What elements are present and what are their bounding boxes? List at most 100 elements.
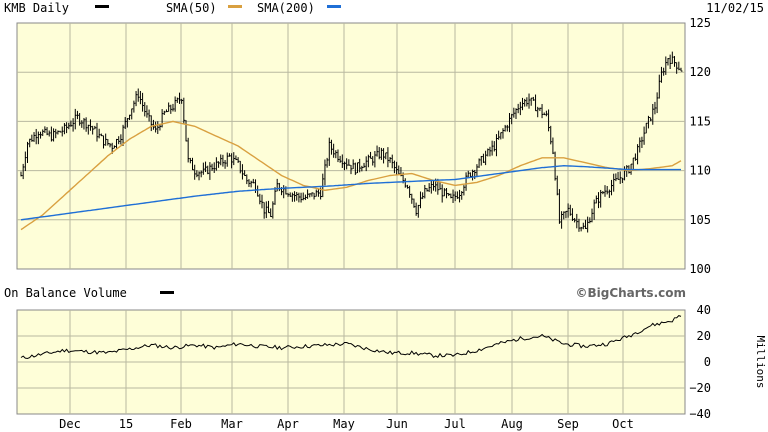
price-bar xyxy=(476,164,479,178)
price-bar xyxy=(87,124,90,135)
price-bar xyxy=(591,208,594,223)
obv-y-tick-label: 40 xyxy=(697,303,711,317)
price-bar xyxy=(291,192,294,202)
price-bar xyxy=(660,66,663,83)
price-bar xyxy=(626,165,629,177)
price-bar xyxy=(632,157,635,171)
price-bar xyxy=(346,158,349,170)
price-bar xyxy=(172,103,175,112)
chart-date: 11/02/15 xyxy=(706,1,764,15)
price-bar xyxy=(152,119,155,130)
price-bar xyxy=(148,109,151,122)
price-bar xyxy=(183,97,186,124)
price-bar xyxy=(608,189,611,198)
price-bar xyxy=(109,143,112,148)
price-bar xyxy=(341,154,344,168)
price-bar xyxy=(500,132,503,140)
price-bar xyxy=(428,183,431,193)
price-bar xyxy=(548,109,551,132)
price-plot-area xyxy=(16,22,686,270)
price-bar xyxy=(259,193,262,205)
price-bar xyxy=(539,107,542,112)
price-bar xyxy=(578,218,581,232)
price-bar xyxy=(92,125,95,135)
price-bar xyxy=(274,187,277,205)
price-bar xyxy=(584,219,587,229)
price-bar xyxy=(602,190,605,195)
price-bar xyxy=(474,169,477,180)
price-bar xyxy=(176,97,179,103)
symbol-label: KMB Daily xyxy=(4,1,69,15)
price-bar xyxy=(502,128,505,139)
price-bar xyxy=(465,172,468,191)
price-bar xyxy=(357,162,360,174)
price-bar xyxy=(561,211,564,229)
price-bar xyxy=(517,103,520,114)
price-bar xyxy=(645,122,648,134)
price-bar xyxy=(296,191,299,201)
price-bar xyxy=(409,185,412,198)
price-bar xyxy=(68,122,71,130)
price-bar xyxy=(576,213,579,229)
price-bar xyxy=(419,191,422,209)
price-bar xyxy=(202,162,205,175)
price-bar xyxy=(222,154,225,167)
price-bar xyxy=(46,127,49,136)
price-bar xyxy=(226,152,229,167)
price-bar xyxy=(187,137,190,163)
price-bar xyxy=(495,134,498,157)
price-bar xyxy=(185,120,188,142)
price-bar xyxy=(422,192,425,200)
price-bar xyxy=(446,188,449,199)
price-bar xyxy=(665,56,668,75)
price-bar xyxy=(94,125,97,130)
price-bar xyxy=(391,154,394,169)
price-y-tick-label: 125 xyxy=(689,16,711,30)
price-bar xyxy=(537,106,540,118)
price-bar xyxy=(168,102,171,112)
price-bar xyxy=(647,115,650,129)
price-bar xyxy=(50,126,53,142)
price-bar xyxy=(587,216,590,233)
sma50-line xyxy=(20,120,682,231)
price-bar xyxy=(294,191,297,202)
price-bar xyxy=(558,189,561,224)
price-bar xyxy=(582,222,585,230)
price-bar xyxy=(137,88,140,102)
x-tick-label: Jun xyxy=(386,417,408,431)
price-bar xyxy=(22,163,25,180)
price-bar xyxy=(343,161,346,171)
price-panel: 125 120 115 110 105 100 xyxy=(16,16,711,276)
price-bar xyxy=(673,56,676,67)
price-bar xyxy=(550,125,553,145)
price-bar xyxy=(604,185,607,197)
price-bar xyxy=(66,122,69,134)
price-bar xyxy=(317,188,320,197)
price-bar xyxy=(70,120,73,127)
price-bar xyxy=(337,149,340,163)
price-bar xyxy=(237,157,240,163)
price-bar xyxy=(613,173,616,192)
obv-series-layer xyxy=(20,315,682,360)
price-bar xyxy=(563,211,566,220)
price-bar xyxy=(42,129,45,136)
price-bar xyxy=(541,104,544,119)
price-bar xyxy=(365,156,368,172)
price-bar xyxy=(543,112,546,116)
price-y-tick-label: 120 xyxy=(689,65,711,79)
x-tick-label: 15 xyxy=(119,417,133,431)
price-bar xyxy=(556,175,559,196)
price-bar xyxy=(461,191,464,200)
price-bar xyxy=(459,189,462,203)
price-bar xyxy=(228,153,231,157)
price-bar xyxy=(595,195,598,204)
price-bar xyxy=(163,110,166,115)
price-bar xyxy=(165,109,168,113)
price-bar xyxy=(287,192,290,197)
price-bar xyxy=(508,113,511,133)
price-bar xyxy=(326,157,329,168)
x-tick-label: Jul xyxy=(444,417,466,431)
price-bar xyxy=(643,126,646,145)
price-bar xyxy=(170,104,173,114)
